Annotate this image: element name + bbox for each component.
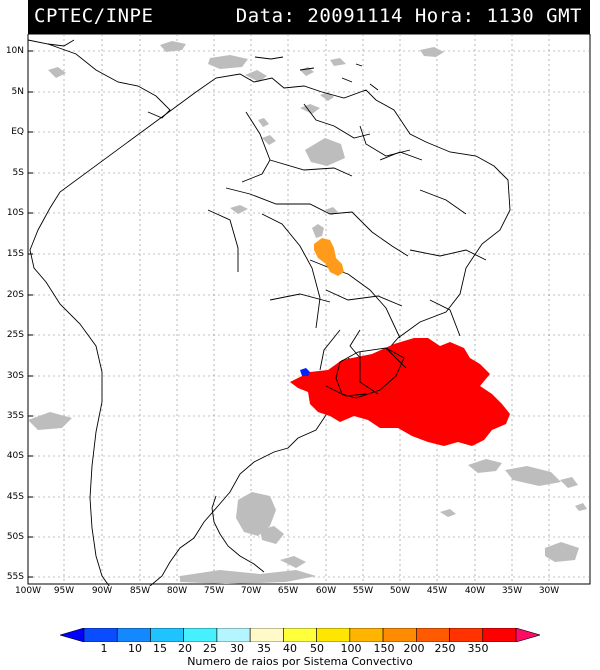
colorbar-segment [283,628,317,642]
legend-value: 20 [178,642,192,655]
lon-label: 30W [538,586,560,596]
south-america-coast [29,73,511,586]
lon-label: 100W [14,586,42,596]
lon-label: 80W [166,586,188,596]
colorbar-segment [449,628,484,642]
lat-label: 5N [11,87,24,97]
colorbar-segment [349,628,384,642]
lon-label: 35W [501,586,523,596]
lon-label: 70W [240,586,262,596]
lon-label: 65W [277,586,299,596]
legend-value: 40 [283,642,297,655]
lat-label: 25S [6,330,24,340]
lat-label: 10N [5,46,24,56]
legend-value: 250 [434,642,456,655]
lon-label: 95W [53,586,75,596]
lat-label: 20S [6,290,24,300]
source-label: CPTEC/INPE [34,5,154,27]
map-frame [27,34,591,585]
lat-label: 40S [6,451,24,461]
colorbar-segment [216,628,251,642]
datetime-label: Data: 20091114 Hora: 1130 GMT [235,5,582,27]
lat-label: 50S [6,532,24,542]
colorbar-segment [416,628,450,642]
system-gray-north [312,224,324,238]
lightning-systems [290,224,510,446]
lon-label: 45W [426,586,448,596]
lon-label: 55W [352,586,374,596]
legend-value: 15 [153,642,167,655]
colorbar-segment [183,628,218,642]
legend-value: 35 [257,642,271,655]
colorbar-segment [382,628,417,642]
colorbar-segment [482,628,517,642]
lat-label: 30S [6,371,24,381]
lat-label: 15S [6,249,24,259]
lon-label: 85W [129,586,151,596]
system-red-east [450,392,484,416]
colorbar-segment [83,628,118,642]
lat-ticks [28,50,33,578]
borders-over-storm [325,347,407,399]
legend-value: 10 [128,642,142,655]
system-red-large [290,338,510,446]
lat-label: 5S [12,168,24,178]
colorbar-segment [60,628,85,642]
legend-value: 150 [373,642,395,655]
lon-label: 90W [91,586,113,596]
colorbar-segment [150,628,184,642]
colorbar [60,628,540,642]
legend-value: 50 [310,642,324,655]
lon-label: 40W [464,586,486,596]
colorbar-segment [515,628,540,642]
lat-label: 10S [6,208,24,218]
lat-label: 45S [6,492,24,502]
lat-label: EQ [11,127,24,137]
legend-value: 1 [100,642,108,655]
colorbar-segment [316,628,351,642]
legend-value: 25 [203,642,217,655]
legend-value: 200 [403,642,425,655]
map-header: CPTEC/INPE Data: 20091114 Hora: 1130 GMT [28,0,590,34]
colorbar-segment [116,628,151,642]
lat-label: 55S [6,572,24,582]
colorbar-segment [249,628,284,642]
legend-value: 100 [340,642,362,655]
system-blue [300,368,310,376]
legend-title: Numero de raios por Sistema Convectivo [187,655,413,668]
lat-label: 35S [6,411,24,421]
legend-value: 30 [230,642,244,655]
lon-label: 60W [315,586,337,596]
lon-label: 75W [203,586,225,596]
lon-label: 50W [389,586,411,596]
lightning-map [27,34,591,586]
system-orange [314,238,344,276]
legend-value: 350 [467,642,489,655]
